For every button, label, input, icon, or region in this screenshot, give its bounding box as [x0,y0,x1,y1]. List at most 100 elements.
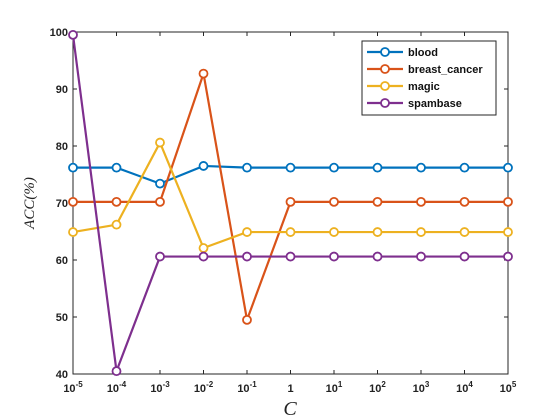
data-point [503,196,513,207]
data-point [111,196,122,207]
legend-swatch-marker [380,47,390,57]
x-tick-label: 1 [287,383,293,395]
data-point [198,161,209,171]
data-point [416,162,426,173]
x-tick-label: 10-4 [107,380,127,395]
legend-swatch-marker [380,81,390,91]
y-axis-title: ACC(%) [22,177,38,230]
x-tick-base: 10 [107,383,119,395]
data-point [155,196,165,207]
x-tick-exponent: -2 [206,380,214,389]
y-tick-label: 80 [56,141,68,153]
legend-item: blood [367,47,438,59]
legend-swatch-marker [380,98,390,108]
x-tick-label: 102 [369,380,386,395]
x-axis-title: C [283,398,297,420]
x-tick-base: 10 [150,383,162,395]
legend-label: breast_cancer [408,64,483,76]
data-point [372,196,383,207]
x-tick-label: 101 [326,380,343,395]
data-point [503,227,513,237]
data-point [329,162,339,173]
x-tick-base: 10 [456,383,468,395]
y-tick-label: 40 [56,369,68,381]
data-point [198,243,209,253]
x-tick-base: 10 [194,383,206,395]
x-tick-label: 10-1 [237,380,257,395]
data-point [329,251,339,262]
data-point [155,251,165,262]
data-point [416,196,426,207]
data-point [459,251,470,262]
data-point [459,196,470,207]
data-point [285,162,296,173]
data-point [329,227,339,237]
data-point [503,162,513,173]
x-tick-exponent: -4 [119,380,127,389]
x-tick-base: 10 [500,383,512,395]
x-tick-base: 10 [413,383,425,395]
legend-swatch-marker [380,64,390,74]
data-point [68,162,78,173]
data-point [285,251,296,262]
data-point [198,251,209,262]
data-point [111,366,122,377]
x-tick-base: 10 [63,383,75,395]
y-tick-label: 60 [56,255,68,267]
x-tick-label: 104 [456,380,473,395]
data-point [155,137,165,148]
data-point [111,219,122,230]
legend-item: magic [367,81,440,93]
legend-label: spambase [408,98,462,110]
x-tick-exponent: 3 [425,380,430,389]
data-point [111,162,122,173]
legend-label: magic [408,81,440,93]
data-point [242,314,252,325]
y-tick-label: 50 [56,312,68,324]
data-point [198,68,209,79]
data-point [68,29,78,40]
series-blood [68,161,513,189]
x-tick-exponent: 4 [468,380,473,389]
x-tick-base: 1 [287,383,293,395]
x-tick-exponent: -3 [163,380,171,389]
x-tick-exponent: -1 [250,380,258,389]
legend-label: blood [408,47,438,59]
y-tick-label: 70 [56,198,68,210]
data-point [68,227,78,237]
data-point [372,162,383,173]
x-tick-label: 10-5 [63,380,83,395]
data-point [242,162,252,173]
data-point [285,196,296,207]
data-point [372,251,383,262]
legend-item: breast_cancer [367,64,483,76]
x-tick-exponent: 2 [381,380,386,389]
data-point [68,196,78,207]
x-tick-label: 10-2 [194,380,214,395]
data-point [459,162,470,173]
axis-titles: C ACC(%) [22,177,297,420]
x-tick-base: 10 [326,383,338,395]
x-tick-label: 105 [500,380,517,395]
data-point [459,227,470,237]
data-point [329,196,339,207]
data-point [416,251,426,262]
y-tick-label: 90 [56,84,68,96]
series-spambase [68,29,513,377]
x-tick-exponent: 5 [512,380,517,389]
x-tick-label: 10-3 [150,380,170,395]
data-point [285,227,296,237]
data-point [155,178,165,189]
series-magic [68,137,513,253]
x-tick-base: 10 [369,383,381,395]
series-breast-cancer [68,68,513,325]
x-tick-label: 103 [413,380,430,395]
data-point [416,227,426,237]
data-point [242,251,252,262]
x-tick-exponent: -5 [76,380,84,389]
x-tick-base: 10 [237,383,249,395]
data-point [242,227,252,237]
